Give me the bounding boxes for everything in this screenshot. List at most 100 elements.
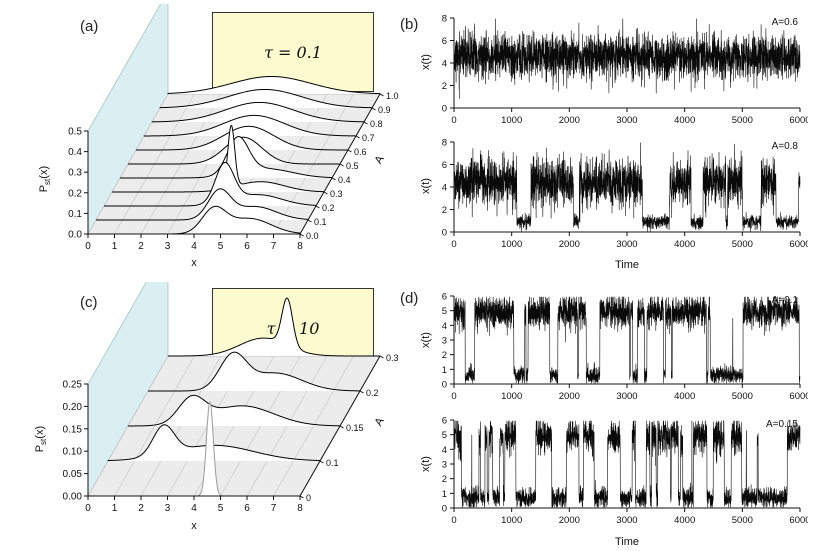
- svg-text:0.3: 0.3: [68, 168, 82, 179]
- y-axis-label-d-bottom: x(t): [420, 456, 432, 472]
- svg-text:4000: 4000: [674, 515, 695, 526]
- svg-text:6000: 6000: [789, 391, 808, 402]
- svg-text:5000: 5000: [732, 515, 753, 526]
- svg-text:6000: 6000: [789, 115, 808, 126]
- svg-text:0: 0: [451, 515, 456, 526]
- svg-text:6000: 6000: [789, 515, 808, 526]
- svg-text:0.9: 0.9: [378, 105, 391, 115]
- panel-c: τ = 10 0.000.050.100.150.200.25012345678…: [6, 282, 408, 550]
- svg-text:5000: 5000: [732, 391, 753, 402]
- svg-text:3000: 3000: [616, 115, 637, 126]
- svg-text:2000: 2000: [559, 239, 580, 250]
- svg-text:7: 7: [271, 241, 277, 252]
- svg-text:0.05: 0.05: [63, 469, 83, 480]
- subplot-b-bottom: 0 2 4 6 8 0 1000 2000 3000 4000 5000 6000 A=0.8 x(t…: [418, 136, 808, 260]
- svg-text:0.00: 0.00: [63, 492, 83, 503]
- svg-text:2: 2: [442, 474, 447, 485]
- x-axis-label-d: Time: [614, 536, 640, 548]
- panel-c-x-axis-label: x: [191, 520, 197, 532]
- svg-text:0.15: 0.15: [63, 424, 83, 435]
- svg-text:0: 0: [306, 493, 311, 503]
- panel-d: (d) 0 1 2 3 4 5 6 0 1000 2000 3000 4000 5000 6000 A=0…: [398, 282, 810, 550]
- panel-c-label: (c): [80, 294, 98, 311]
- svg-text:0: 0: [442, 504, 447, 515]
- y-axis-label-b-bottom: x(t): [420, 178, 432, 194]
- svg-text:0.2: 0.2: [322, 203, 335, 213]
- svg-text:4: 4: [191, 503, 197, 514]
- svg-text:0.1: 0.1: [314, 217, 327, 227]
- svg-text:6: 6: [442, 292, 447, 303]
- svg-text:0.25: 0.25: [63, 380, 83, 391]
- svg-text:1000: 1000: [501, 115, 522, 126]
- svg-text:0.0: 0.0: [306, 231, 319, 241]
- svg-text:6: 6: [244, 503, 250, 514]
- panel-a-x-axis-label: x: [191, 257, 197, 269]
- svg-text:4000: 4000: [674, 391, 695, 402]
- svg-text:2: 2: [442, 205, 447, 216]
- svg-text:0.4: 0.4: [68, 147, 82, 158]
- timeseries-plot-b-bottom: 0 2 4 6 8 0 1000 2000 3000 4000 5000 6000: [442, 138, 808, 251]
- svg-text:0: 0: [442, 380, 447, 391]
- timeseries-plot-d-bottom: 0 1 2 3 4 5 6 0 1000 2000 3000 4000 5000 6000: [442, 416, 808, 527]
- amplitude-annotation-b-bottom: A=0.8: [771, 141, 798, 152]
- tau-value-a: τ = 0.1: [264, 42, 322, 62]
- svg-text:5: 5: [218, 241, 224, 252]
- svg-text:5000: 5000: [732, 239, 753, 250]
- svg-text:4: 4: [442, 321, 447, 332]
- svg-text:1.0: 1.0: [386, 91, 399, 101]
- svg-text:0: 0: [451, 239, 456, 250]
- panel-a: τ = 0.1 0.0 0.1 0.2 0.3 0.4 0.5 0 1 2 3 4 5 6 7 8 0.0 0.…: [6, 4, 408, 280]
- svg-text:5: 5: [442, 430, 447, 441]
- svg-text:4: 4: [191, 241, 197, 252]
- svg-text:0.4: 0.4: [338, 175, 351, 185]
- svg-text:8: 8: [442, 14, 447, 25]
- svg-text:6: 6: [442, 416, 447, 427]
- svg-text:2000: 2000: [559, 391, 580, 402]
- svg-text:0: 0: [451, 391, 456, 402]
- svg-text:0.3: 0.3: [330, 189, 343, 199]
- svg-text:0: 0: [85, 241, 91, 252]
- panel-b-label: (b): [400, 16, 419, 33]
- svg-text:1: 1: [112, 503, 118, 514]
- svg-text:6: 6: [442, 36, 447, 47]
- svg-text:4000: 4000: [674, 239, 695, 250]
- panel-a-label: (a): [80, 18, 99, 35]
- svg-text:0.2: 0.2: [68, 188, 82, 199]
- panel-a-y-axis-label: Pst(x): [37, 165, 53, 193]
- svg-text:3000: 3000: [616, 391, 637, 402]
- svg-text:4: 4: [442, 183, 447, 194]
- svg-text:0.6: 0.6: [354, 147, 367, 157]
- svg-text:1000: 1000: [501, 391, 522, 402]
- svg-text:0.1: 0.1: [68, 209, 82, 220]
- svg-text:1000: 1000: [501, 515, 522, 526]
- svg-text:8: 8: [297, 503, 303, 514]
- svg-text:3: 3: [165, 503, 171, 514]
- amplitude-annotation-b-top: A=0.6: [771, 17, 798, 28]
- subplot-d-top: 0 1 2 3 4 5 6 0 1000 2000 3000 4000 5000 6000 A=0.1 x…: [418, 290, 808, 412]
- svg-text:0.5: 0.5: [346, 161, 359, 171]
- svg-text:0: 0: [442, 104, 447, 115]
- y-axis-label-d-top: x(t): [420, 332, 432, 348]
- timeseries-plot-b-top: 0 2 4 6 8 0 1000 2000 3000 4000 5000 6000: [442, 14, 808, 127]
- svg-text:4000: 4000: [674, 115, 695, 126]
- svg-text:0: 0: [451, 115, 456, 126]
- svg-text:2: 2: [442, 350, 447, 361]
- svg-text:0.3: 0.3: [386, 353, 399, 363]
- svg-text:6: 6: [244, 241, 250, 252]
- svg-text:0.20: 0.20: [63, 402, 83, 413]
- svg-text:4: 4: [442, 445, 447, 456]
- svg-text:7: 7: [271, 503, 277, 514]
- svg-text:1: 1: [112, 241, 118, 252]
- svg-text:8: 8: [442, 138, 447, 149]
- svg-text:2000: 2000: [559, 515, 580, 526]
- y-axis-label-b-top: x(t): [420, 54, 432, 70]
- svg-text:0.1: 0.1: [326, 458, 339, 468]
- svg-text:0.2: 0.2: [366, 388, 379, 398]
- svg-text:2000: 2000: [559, 115, 580, 126]
- svg-text:3000: 3000: [616, 515, 637, 526]
- svg-text:4: 4: [442, 59, 447, 70]
- svg-text:3000: 3000: [616, 239, 637, 250]
- svg-text:5000: 5000: [732, 115, 753, 126]
- svg-text:1000: 1000: [501, 239, 522, 250]
- svg-text:5: 5: [442, 306, 447, 317]
